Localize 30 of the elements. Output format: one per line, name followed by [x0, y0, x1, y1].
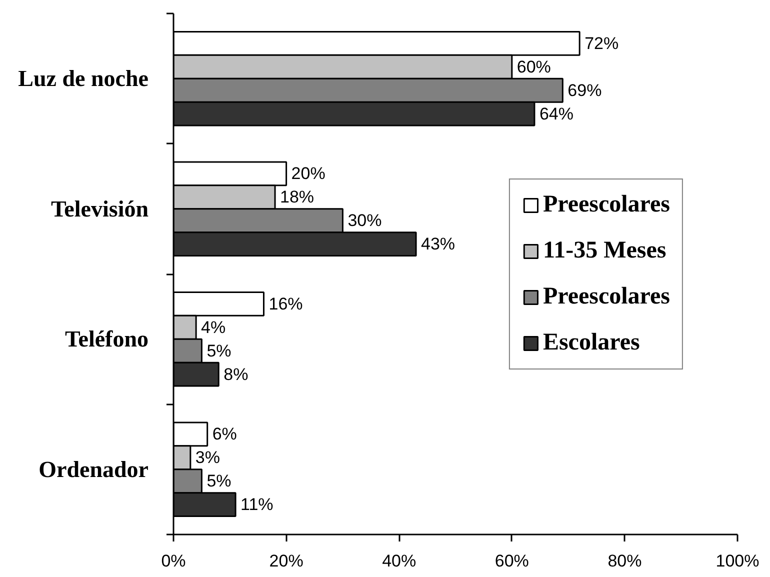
legend-label: Preescolares	[542, 191, 670, 218]
data-label: 30%	[348, 211, 382, 230]
x-tick-label: 40%	[382, 552, 416, 570]
x-tick-label: 20%	[269, 552, 304, 570]
data-label: 16%	[268, 294, 303, 314]
x-tick-label: 60%	[494, 552, 529, 570]
data-label: 5%	[206, 341, 232, 360]
x-tick-label: 0%	[161, 552, 186, 570]
data-label: 3%	[195, 448, 220, 468]
data-label: 5%	[206, 472, 232, 491]
legend-label: 11-35 Meses	[542, 237, 666, 264]
data-label: 20%	[291, 164, 326, 184]
data-label: 8%	[224, 364, 248, 384]
data-label: 6%	[212, 424, 237, 444]
y-tick-label: Televisión	[50, 196, 149, 222]
y-tick-label: Teléfono	[65, 326, 149, 352]
y-tick-label: Luz de noche	[18, 66, 149, 92]
x-tick-label: 100%	[716, 552, 760, 570]
data-label: 69%	[568, 80, 602, 100]
legend-label: Preescolares	[542, 283, 670, 310]
data-label: 64%	[539, 104, 574, 124]
data-label: 4%	[201, 318, 226, 337]
data-label: 11%	[240, 495, 274, 514]
data-label: 60%	[516, 57, 551, 76]
data-label: 18%	[280, 188, 314, 207]
data-label: 43%	[421, 234, 456, 254]
x-tick-label: 80%	[608, 552, 642, 570]
data-label: 72%	[584, 34, 619, 53]
legend-label: Escolares	[542, 329, 640, 356]
y-tick-label: Ordenador	[38, 456, 148, 482]
